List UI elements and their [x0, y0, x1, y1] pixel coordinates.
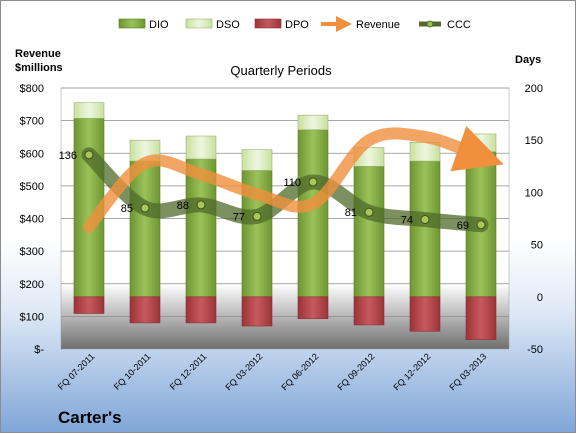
dio-bar: [129, 160, 161, 298]
dpo-bar: [73, 296, 105, 314]
dpo-bar: [129, 296, 161, 324]
left-tick-label: $200: [20, 279, 44, 291]
legend-label-revenue: Revenue: [356, 19, 400, 31]
ccc-data-label: 85: [121, 203, 133, 215]
ccc-marker: [308, 177, 318, 187]
right-tick-label: 50: [531, 240, 543, 252]
dpo-bar: [465, 296, 497, 340]
x-tick-label: FQ 06-2012: [279, 351, 320, 392]
ccc-data-label: 110: [283, 177, 301, 189]
dpo-bar: [241, 296, 273, 327]
left-axis-title-line1: Revenue: [15, 48, 61, 60]
right-tick-label: 100: [525, 187, 543, 199]
line-series: [81, 125, 504, 233]
x-tick-label: FQ 09-2012: [335, 351, 376, 392]
right-tick-label: 200: [525, 83, 543, 95]
legend-swatch-dso: [185, 18, 213, 29]
x-tick-label: FQ 12-2011: [168, 351, 209, 392]
dso-bar: [185, 135, 217, 160]
legend-swatch-dio: [118, 18, 146, 29]
left-tick-label: $100: [20, 311, 44, 323]
company-name: Carter's: [58, 408, 122, 427]
left-tick-label: $500: [20, 181, 44, 193]
right-axis-title: Days: [515, 54, 541, 66]
dpo-bar: [297, 296, 329, 320]
dpo-bar: [409, 296, 441, 332]
legend-label-dso: DSO: [216, 19, 240, 31]
ccc-data-label: 136: [59, 150, 77, 162]
x-tick-label: FQ 07-2011: [56, 351, 97, 392]
ccc-marker: [420, 215, 430, 225]
right-axis-ticks: -50 0 50 100 150 200: [525, 83, 543, 356]
left-tick-label: $400: [20, 214, 44, 226]
left-axis-title-line2: $millions: [15, 62, 63, 74]
dio-bar: [353, 166, 385, 298]
left-tick-label: $-: [34, 344, 44, 356]
ccc-data-label: 74: [401, 215, 413, 227]
legend: DIO DSO DPO Revenue CCC: [118, 16, 471, 32]
dso-bar: [297, 114, 329, 131]
right-tick-label: 150: [525, 135, 543, 147]
dio-bar: [409, 160, 441, 298]
left-tick-label: $800: [20, 83, 44, 95]
legend-swatch-ccc-marker: [426, 20, 434, 28]
ccc-marker: [364, 207, 374, 217]
x-tick-label: FQ 03-2013: [447, 351, 488, 392]
dio-bar: [297, 129, 329, 298]
ccc-data-label: 77: [233, 211, 245, 223]
dso-bar: [241, 149, 273, 171]
legend-label-dpo: DPO: [285, 19, 309, 31]
right-tick-label: 0: [537, 292, 543, 304]
left-tick-label: $300: [20, 246, 44, 258]
ccc-marker: [84, 150, 94, 160]
ccc-data-label: 69: [457, 220, 469, 232]
x-tick-label: FQ 10-2011: [112, 351, 153, 392]
ccc-data-label: 88: [177, 200, 189, 212]
dso-bar: [73, 102, 105, 119]
dpo-bar: [353, 296, 385, 326]
ccc-marker: [476, 220, 486, 230]
right-tick-label: -50: [527, 344, 543, 356]
ccc-marker: [252, 211, 262, 221]
ccc-marker: [140, 203, 150, 213]
legend-swatch-dpo: [254, 18, 282, 29]
dpo-bar: [185, 296, 217, 324]
left-axis-ticks: $- $100 $200 $300 $400 $500 $600 $700 $800: [20, 83, 45, 356]
x-axis-ticks: FQ 07-2011 FQ 10-2011 FQ 12-2011 FQ 03-2012…: [56, 351, 489, 392]
legend-label-ccc: CCC: [447, 19, 471, 31]
revenue-line: [83, 125, 504, 233]
legend-label-dio: DIO: [149, 19, 169, 31]
data-labels: 136 85 88 77 110 81 74 69: [59, 150, 469, 232]
ccc-data-label: 81: [345, 207, 357, 219]
x-tick-label: FQ 03-2012: [223, 351, 264, 392]
chart-title: Quarterly Periods: [230, 63, 332, 78]
left-tick-label: $600: [20, 148, 44, 160]
ccc-marker: [196, 200, 206, 210]
x-tick-label: FQ 12-2012: [391, 351, 432, 392]
left-tick-label: $700: [20, 116, 44, 128]
